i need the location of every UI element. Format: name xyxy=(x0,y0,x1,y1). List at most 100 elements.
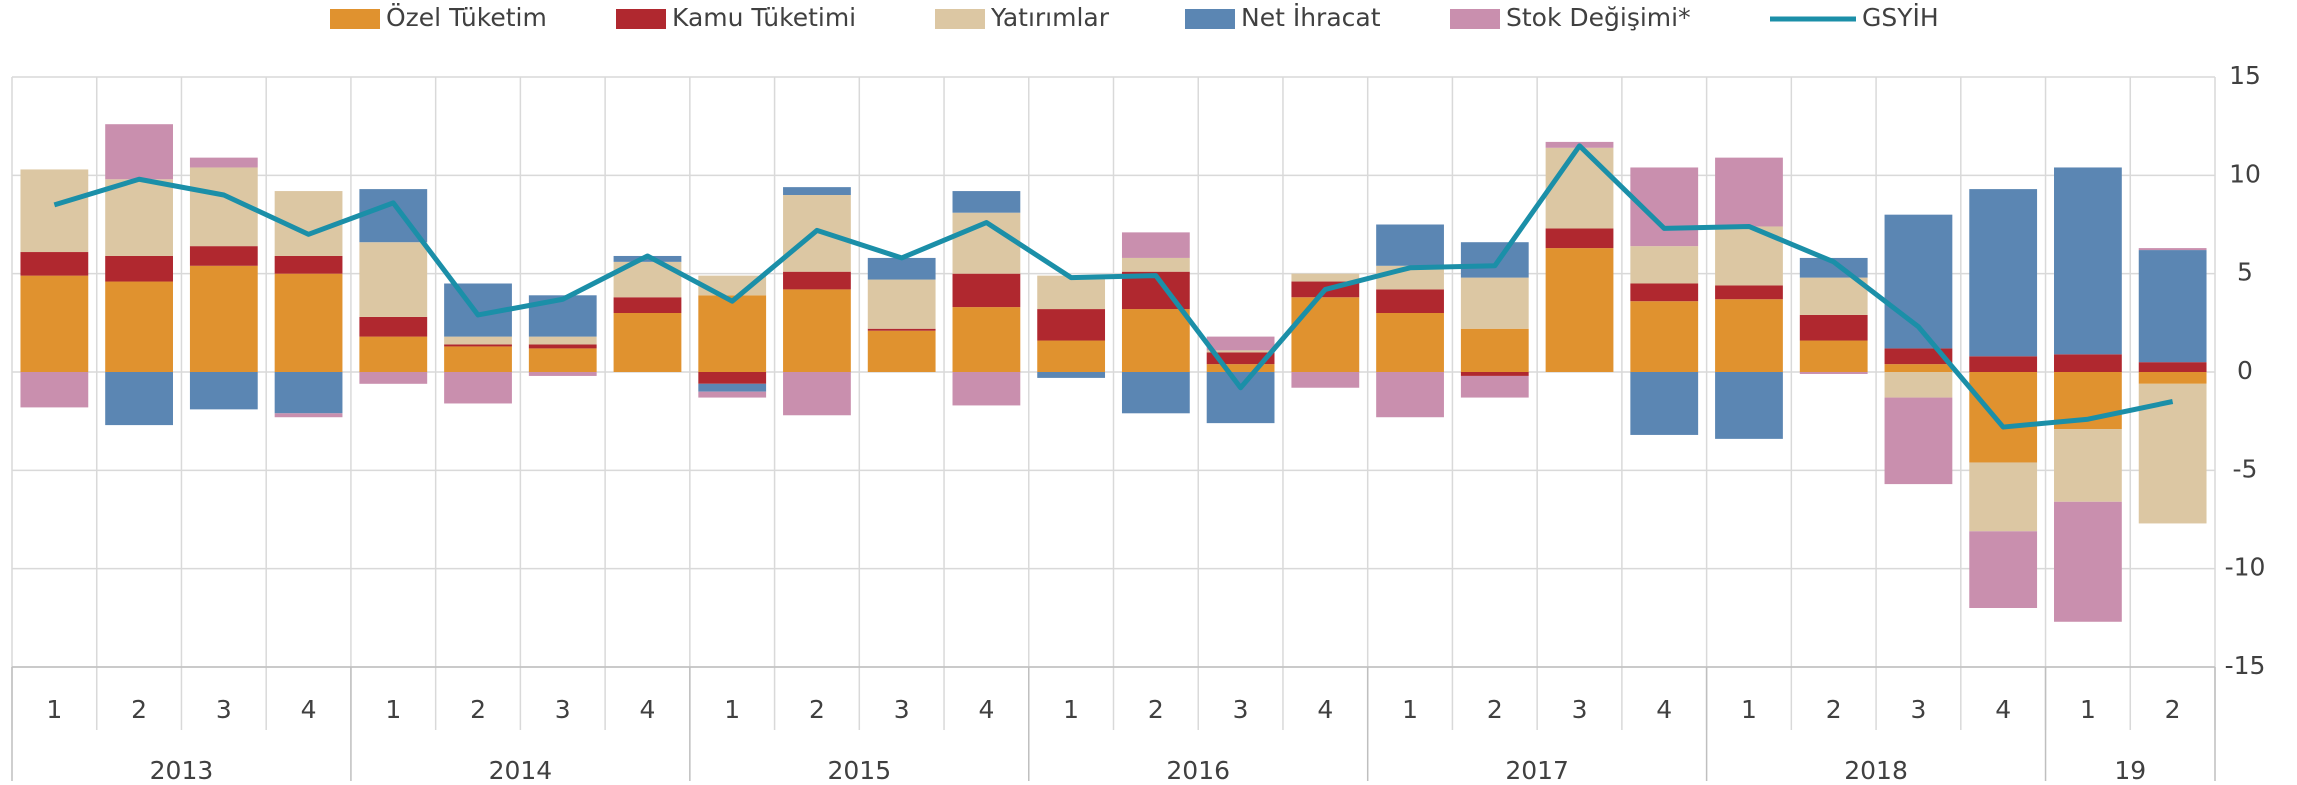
year-label: 2013 xyxy=(150,756,214,781)
bar-segment xyxy=(528,348,597,372)
bar-segment xyxy=(1037,309,1106,341)
x-tick-label: 4 xyxy=(301,695,317,724)
bar-segment xyxy=(952,191,1021,213)
x-tick-label: 2 xyxy=(1487,695,1503,724)
x-tick-label: 1 xyxy=(1063,695,1079,724)
year-label: 2017 xyxy=(1505,756,1569,781)
bar-segment xyxy=(1884,372,1953,398)
bar-segment xyxy=(105,255,173,282)
bar-segment xyxy=(1799,372,1868,374)
x-tick-label: 2 xyxy=(2165,695,2181,724)
legend-swatch xyxy=(1185,9,1235,29)
bar-segment xyxy=(2054,167,2122,355)
year-label: 2015 xyxy=(827,756,891,781)
bar-segment xyxy=(783,271,851,290)
bar-segment xyxy=(1630,301,1699,372)
bar-segment xyxy=(1630,246,1699,284)
bar-segment xyxy=(359,372,428,384)
bar-segment xyxy=(1630,372,1699,435)
legend-label: Net İhracat xyxy=(1241,3,1381,32)
bar-segment xyxy=(1460,242,1529,278)
bar-segment xyxy=(1376,313,1444,372)
x-tick-label: 4 xyxy=(978,695,994,724)
bar-segment xyxy=(2138,372,2207,384)
bar-segment xyxy=(20,169,89,253)
x-tick-label: 2 xyxy=(809,695,825,724)
bar-segment xyxy=(1799,314,1868,341)
bar-segment xyxy=(1121,232,1190,258)
bar-segment xyxy=(1206,364,1275,372)
bar-segment xyxy=(952,307,1021,372)
bar-segment xyxy=(189,372,258,410)
bar-segment xyxy=(1545,248,1614,372)
bar-segment xyxy=(1969,372,2038,463)
bar-segment xyxy=(1291,372,1360,388)
bar-segment xyxy=(698,295,767,372)
bar-segment xyxy=(952,372,1021,406)
x-tick-label: 1 xyxy=(1402,695,1418,724)
x-tick-label: 1 xyxy=(724,695,740,724)
bar-segment xyxy=(1884,364,1953,372)
legend-swatch xyxy=(616,9,666,29)
bar-segment xyxy=(105,124,173,180)
x-tick-label: 4 xyxy=(1995,695,2011,724)
bar-segment xyxy=(867,279,936,329)
x-tick-label: 2 xyxy=(470,695,486,724)
bar-segment xyxy=(1715,285,1783,300)
legend-label: Stok Değişimi* xyxy=(1506,3,1691,32)
x-tick-label: 3 xyxy=(894,695,910,724)
bar-segment xyxy=(2138,250,2207,363)
bar-segment xyxy=(1291,297,1360,372)
bar-segment xyxy=(359,336,428,372)
y-tick-label: -5 xyxy=(2233,454,2258,483)
y-tick-label: 15 xyxy=(2229,61,2261,90)
bar-segment xyxy=(1460,328,1529,372)
x-tick-label: 3 xyxy=(555,695,571,724)
bar-segment xyxy=(1460,277,1529,329)
year-label: 2018 xyxy=(1844,756,1908,781)
bar-segment xyxy=(1715,372,1783,439)
bar-segment xyxy=(1969,189,2038,357)
bar-segment xyxy=(1037,372,1106,378)
bar-segment xyxy=(1545,228,1614,249)
bar-segment xyxy=(1376,289,1444,313)
bar-segment xyxy=(1037,275,1106,310)
bar-segment xyxy=(1376,224,1444,266)
bar-segment xyxy=(20,252,89,276)
bar-segment xyxy=(1545,147,1614,229)
bar-segment xyxy=(189,265,258,372)
legend-label: GSYİH xyxy=(1862,3,1939,32)
y-tick-label: 10 xyxy=(2229,159,2261,188)
x-tick-label: 4 xyxy=(1317,695,1333,724)
x-tick-label: 4 xyxy=(1656,695,1672,724)
bar-segment xyxy=(528,372,597,376)
bar-segment xyxy=(1715,157,1783,227)
bar-segment xyxy=(1460,372,1529,376)
bar-segment xyxy=(1206,352,1275,365)
bar-segment xyxy=(189,157,258,168)
bar-segment xyxy=(1799,277,1868,315)
bar-segment xyxy=(105,372,173,426)
bar-segment xyxy=(274,372,343,414)
bar-segment xyxy=(698,391,767,398)
bar-segment xyxy=(783,372,851,416)
y-tick-label: -15 xyxy=(2225,651,2266,680)
bar-segment xyxy=(1799,340,1868,372)
bar-segment xyxy=(105,281,173,372)
bar-segment xyxy=(2054,429,2122,502)
x-tick-label: 1 xyxy=(2080,695,2096,724)
bar-segment xyxy=(783,187,851,195)
bar-segment xyxy=(2054,501,2122,622)
bar-segment xyxy=(1969,531,2038,608)
year-label: 2014 xyxy=(489,756,553,781)
legend-label: Özel Tüketim xyxy=(386,3,547,32)
bar-segment xyxy=(1715,299,1783,372)
x-tick-label: 2 xyxy=(1826,695,1842,724)
legend-swatch xyxy=(330,9,380,29)
bar-segment xyxy=(444,346,512,372)
bar-segment xyxy=(444,344,512,347)
x-tick-label: 3 xyxy=(1910,695,1926,724)
x-tick-label: 1 xyxy=(1741,695,1757,724)
bar-segment xyxy=(2138,362,2207,372)
